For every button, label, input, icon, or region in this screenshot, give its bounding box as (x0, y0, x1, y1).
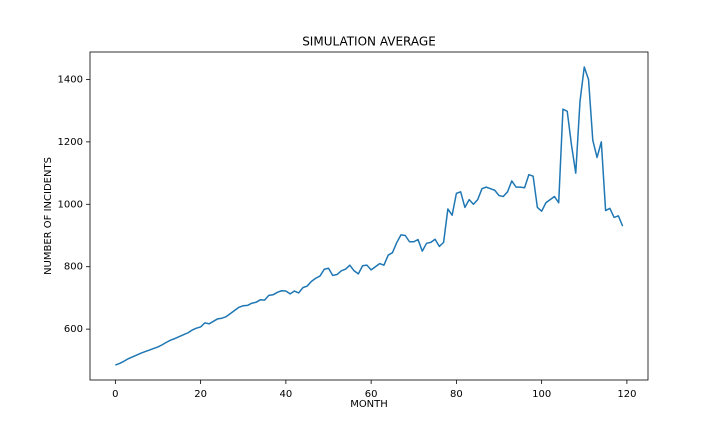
y-tick-label: 1000 (58, 199, 83, 210)
y-tick-label: 1200 (58, 137, 83, 148)
y-tick-label: 1400 (58, 74, 83, 85)
x-tick-label: 100 (532, 389, 551, 400)
x-tick-label: 0 (112, 389, 118, 400)
y-tick-label: 800 (64, 262, 83, 273)
y-tick-label: 600 (64, 324, 83, 335)
x-tick-label: 60 (365, 389, 378, 400)
x-tick-label: 80 (450, 389, 463, 400)
x-tick-label: 40 (280, 389, 293, 400)
x-tick-label: 20 (194, 389, 207, 400)
plot-frame (89, 51, 649, 381)
x-axis-label: MONTH (350, 399, 388, 410)
chart-title: SIMULATION AVERAGE (302, 35, 436, 49)
y-axis-label: NUMBER OF INCIDENTS (43, 157, 54, 275)
x-tick-label: 120 (617, 389, 636, 400)
line (115, 66, 624, 366)
